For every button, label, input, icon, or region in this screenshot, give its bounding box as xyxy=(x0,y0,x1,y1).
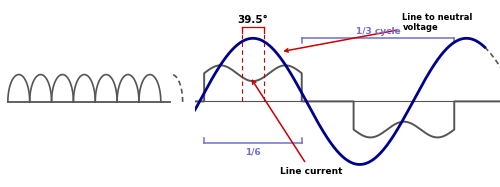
Text: 39.5°: 39.5° xyxy=(238,15,268,25)
Text: Line current: Line current xyxy=(252,80,342,176)
Text: 1/3 cycle: 1/3 cycle xyxy=(356,27,401,36)
Text: Line to neutral
voltage: Line to neutral voltage xyxy=(285,13,473,52)
Text: 1/6: 1/6 xyxy=(245,148,261,157)
